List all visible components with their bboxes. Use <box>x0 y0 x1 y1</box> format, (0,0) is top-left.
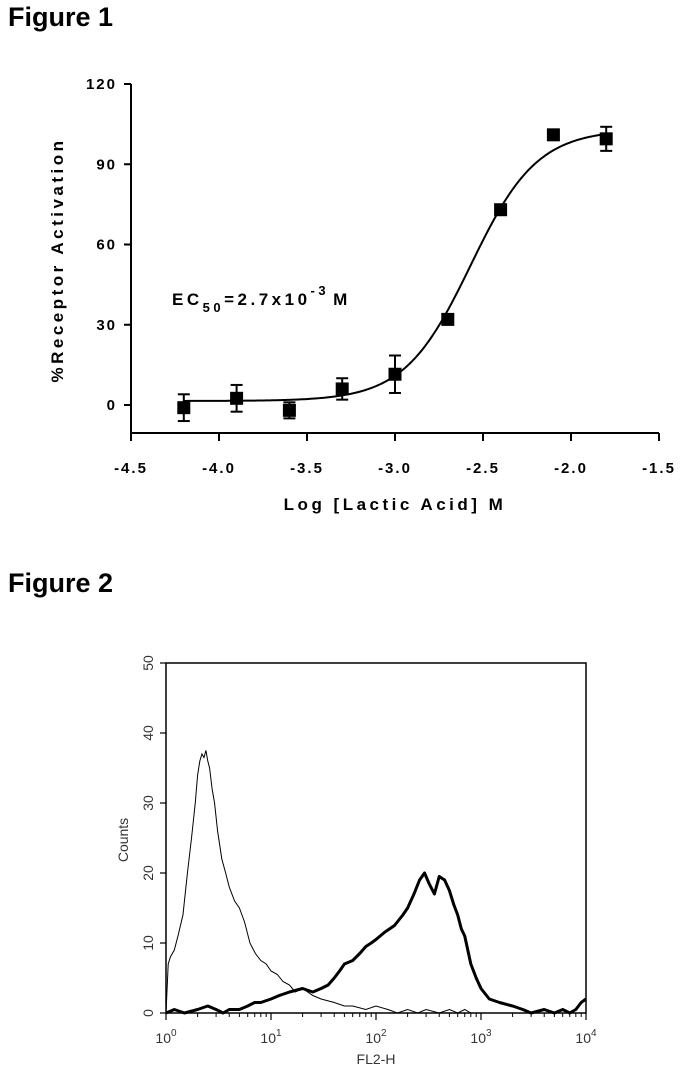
data-point <box>599 125 613 152</box>
data-point <box>177 393 191 423</box>
y-tick-label: 50 <box>140 655 156 671</box>
x-tick-label: -4.0 <box>202 460 236 477</box>
ec50-exponent: -3 <box>311 283 330 298</box>
x-tick-label: 104 <box>575 1028 597 1046</box>
x-tick-label: 102 <box>365 1028 387 1046</box>
ec50-value: =2.7x10 <box>224 290 310 309</box>
data-point <box>230 383 244 413</box>
square-marker <box>335 382 349 396</box>
square-marker <box>494 203 508 217</box>
y-tick-label: 30 <box>96 317 117 334</box>
data-point <box>335 377 349 401</box>
ec50-prefix: EC <box>172 290 203 309</box>
x-tick-label: -3.5 <box>290 460 324 477</box>
y-tick-label: 40 <box>140 725 156 741</box>
plot-frame <box>165 662 587 1014</box>
data-point <box>282 401 296 420</box>
data-point <box>494 203 508 217</box>
figure-2-title: Figure 2 <box>8 568 114 598</box>
x-tick-label: -3.0 <box>378 460 412 477</box>
y-tick-label: 0 <box>107 397 117 414</box>
y-tick-label: 60 <box>96 237 117 254</box>
x-tick-label: -4.5 <box>114 460 148 477</box>
x-tick-label: -2.0 <box>554 460 588 477</box>
figure-1-title: Figure 1 <box>8 2 114 32</box>
y-tick-label: 0 <box>140 1009 156 1017</box>
y-axis-label: %Receptor Activation <box>48 137 67 382</box>
ec50-unit: M <box>333 290 351 309</box>
square-marker <box>441 312 455 326</box>
x-tick-label: 100 <box>155 1028 177 1046</box>
y-tick-label: 20 <box>140 865 156 881</box>
y-tick-label: 10 <box>140 935 156 951</box>
y-tick-label: 30 <box>140 795 156 811</box>
x-tick-label: 103 <box>470 1028 492 1046</box>
data-point <box>388 354 402 394</box>
histogram-thick-series <box>165 871 587 1015</box>
square-marker <box>177 401 191 415</box>
ec50-subscript: 50 <box>203 300 224 315</box>
square-marker <box>388 367 402 381</box>
square-marker <box>546 128 560 142</box>
ec50-annotation: EC50=2.7x10-3 M <box>172 283 351 315</box>
data-point <box>546 128 560 142</box>
square-marker <box>599 132 613 146</box>
square-marker <box>282 403 296 417</box>
histogram-thin-series <box>165 750 586 1014</box>
x-axis-label: Log [Lactic Acid] M <box>284 495 507 514</box>
x-tick-label: -2.5 <box>466 460 500 477</box>
x-tick-label: 101 <box>260 1028 282 1046</box>
y-tick-label: 90 <box>96 156 117 173</box>
y-axis-label: Counts <box>115 818 131 862</box>
data-point <box>441 312 455 326</box>
x-tick-label: -1.5 <box>642 460 676 477</box>
x-axis-label: FL2-H <box>357 1051 396 1067</box>
y-tick-label: 120 <box>86 76 117 93</box>
square-marker <box>230 391 244 405</box>
